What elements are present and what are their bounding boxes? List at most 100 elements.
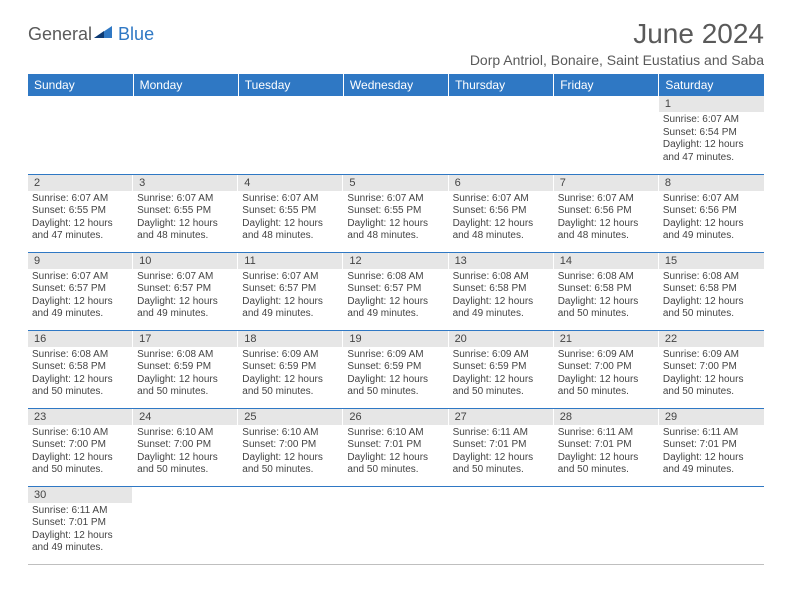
calendar-cell [28,96,133,174]
day-number: 22 [659,331,764,347]
title-block: June 2024 Dorp Antriol, Bonaire, Saint E… [470,18,764,68]
day-details: Sunrise: 6:09 AMSunset: 6:59 PMDaylight:… [343,347,448,403]
day-number: 26 [343,409,448,425]
day-number: 27 [449,409,554,425]
weekday-header-row: Sunday Monday Tuesday Wednesday Thursday… [28,74,764,96]
day-number: 15 [659,253,764,269]
calendar-cell: 12Sunrise: 6:08 AMSunset: 6:57 PMDayligh… [343,252,448,330]
day-details: Sunrise: 6:07 AMSunset: 6:54 PMDaylight:… [659,112,764,168]
calendar-cell: 6Sunrise: 6:07 AMSunset: 6:56 PMDaylight… [449,174,554,252]
day-details: Sunrise: 6:09 AMSunset: 6:59 PMDaylight:… [238,347,343,403]
calendar-cell: 19Sunrise: 6:09 AMSunset: 6:59 PMDayligh… [343,330,448,408]
weekday-header: Tuesday [238,74,343,96]
day-details: Sunrise: 6:07 AMSunset: 6:55 PMDaylight:… [133,191,238,247]
day-number: 11 [238,253,343,269]
calendar-cell [554,96,659,174]
calendar-table: Sunday Monday Tuesday Wednesday Thursday… [28,74,764,565]
logo-text-general: General [28,24,92,45]
day-number: 20 [449,331,554,347]
calendar-row: 16Sunrise: 6:08 AMSunset: 6:58 PMDayligh… [28,330,764,408]
calendar-cell: 13Sunrise: 6:08 AMSunset: 6:58 PMDayligh… [449,252,554,330]
day-details: Sunrise: 6:11 AMSunset: 7:01 PMDaylight:… [554,425,659,481]
day-number: 29 [659,409,764,425]
day-details: Sunrise: 6:07 AMSunset: 6:57 PMDaylight:… [133,269,238,325]
weekday-header: Thursday [449,74,554,96]
calendar-cell [554,486,659,564]
calendar-cell [133,486,238,564]
calendar-row: 30Sunrise: 6:11 AMSunset: 7:01 PMDayligh… [28,486,764,564]
calendar-cell [238,486,343,564]
logo-text-blue: Blue [118,24,154,45]
day-number-empty [238,487,343,503]
calendar-row: 23Sunrise: 6:10 AMSunset: 7:00 PMDayligh… [28,408,764,486]
day-number-empty [659,487,764,503]
calendar-cell: 8Sunrise: 6:07 AMSunset: 6:56 PMDaylight… [659,174,764,252]
day-details: Sunrise: 6:11 AMSunset: 7:01 PMDaylight:… [659,425,764,481]
day-number: 13 [449,253,554,269]
calendar-cell: 25Sunrise: 6:10 AMSunset: 7:00 PMDayligh… [238,408,343,486]
calendar-cell: 17Sunrise: 6:08 AMSunset: 6:59 PMDayligh… [133,330,238,408]
weekday-header: Friday [554,74,659,96]
day-details: Sunrise: 6:07 AMSunset: 6:57 PMDaylight:… [28,269,133,325]
day-number: 4 [238,175,343,191]
calendar-cell: 15Sunrise: 6:08 AMSunset: 6:58 PMDayligh… [659,252,764,330]
calendar-cell: 1Sunrise: 6:07 AMSunset: 6:54 PMDaylight… [659,96,764,174]
day-number-empty [449,96,554,112]
day-number: 25 [238,409,343,425]
day-details: Sunrise: 6:11 AMSunset: 7:01 PMDaylight:… [449,425,554,481]
weekday-header: Sunday [28,74,133,96]
calendar-cell [238,96,343,174]
day-number: 2 [28,175,133,191]
day-details: Sunrise: 6:10 AMSunset: 7:00 PMDaylight:… [28,425,133,481]
calendar-cell: 18Sunrise: 6:09 AMSunset: 6:59 PMDayligh… [238,330,343,408]
calendar-cell: 5Sunrise: 6:07 AMSunset: 6:55 PMDaylight… [343,174,448,252]
day-details: Sunrise: 6:10 AMSunset: 7:00 PMDaylight:… [133,425,238,481]
calendar-cell: 7Sunrise: 6:07 AMSunset: 6:56 PMDaylight… [554,174,659,252]
day-number: 9 [28,253,133,269]
day-number: 16 [28,331,133,347]
day-number: 1 [659,96,764,112]
weekday-header: Wednesday [343,74,448,96]
day-details: Sunrise: 6:08 AMSunset: 6:58 PMDaylight:… [554,269,659,325]
day-details: Sunrise: 6:07 AMSunset: 6:55 PMDaylight:… [28,191,133,247]
header: General Blue June 2024 Dorp Antriol, Bon… [28,18,764,68]
day-number: 8 [659,175,764,191]
flag-icon [94,24,116,45]
day-number-empty [343,96,448,112]
day-number: 23 [28,409,133,425]
calendar-cell: 24Sunrise: 6:10 AMSunset: 7:00 PMDayligh… [133,408,238,486]
day-details: Sunrise: 6:11 AMSunset: 7:01 PMDaylight:… [28,503,133,559]
location-subtitle: Dorp Antriol, Bonaire, Saint Eustatius a… [470,52,764,68]
calendar-cell: 4Sunrise: 6:07 AMSunset: 6:55 PMDaylight… [238,174,343,252]
weekday-header: Monday [133,74,238,96]
day-number: 24 [133,409,238,425]
calendar-cell: 10Sunrise: 6:07 AMSunset: 6:57 PMDayligh… [133,252,238,330]
calendar-cell: 20Sunrise: 6:09 AMSunset: 6:59 PMDayligh… [449,330,554,408]
day-number: 28 [554,409,659,425]
day-details: Sunrise: 6:08 AMSunset: 6:59 PMDaylight:… [133,347,238,403]
calendar-cell: 9Sunrise: 6:07 AMSunset: 6:57 PMDaylight… [28,252,133,330]
day-details: Sunrise: 6:09 AMSunset: 7:00 PMDaylight:… [659,347,764,403]
day-details: Sunrise: 6:07 AMSunset: 6:55 PMDaylight:… [238,191,343,247]
day-details: Sunrise: 6:07 AMSunset: 6:56 PMDaylight:… [554,191,659,247]
day-number: 14 [554,253,659,269]
day-number: 5 [343,175,448,191]
calendar-cell [659,486,764,564]
calendar-cell: 22Sunrise: 6:09 AMSunset: 7:00 PMDayligh… [659,330,764,408]
calendar-cell: 30Sunrise: 6:11 AMSunset: 7:01 PMDayligh… [28,486,133,564]
day-details: Sunrise: 6:08 AMSunset: 6:58 PMDaylight:… [659,269,764,325]
calendar-cell [449,96,554,174]
calendar-cell: 11Sunrise: 6:07 AMSunset: 6:57 PMDayligh… [238,252,343,330]
day-number: 7 [554,175,659,191]
calendar-cell: 28Sunrise: 6:11 AMSunset: 7:01 PMDayligh… [554,408,659,486]
calendar-cell: 29Sunrise: 6:11 AMSunset: 7:01 PMDayligh… [659,408,764,486]
day-number-empty [343,487,448,503]
calendar-cell: 16Sunrise: 6:08 AMSunset: 6:58 PMDayligh… [28,330,133,408]
day-number: 10 [133,253,238,269]
day-details: Sunrise: 6:09 AMSunset: 7:00 PMDaylight:… [554,347,659,403]
day-number: 30 [28,487,133,503]
calendar-cell: 3Sunrise: 6:07 AMSunset: 6:55 PMDaylight… [133,174,238,252]
day-number: 12 [343,253,448,269]
calendar-cell: 14Sunrise: 6:08 AMSunset: 6:58 PMDayligh… [554,252,659,330]
calendar-cell [343,96,448,174]
